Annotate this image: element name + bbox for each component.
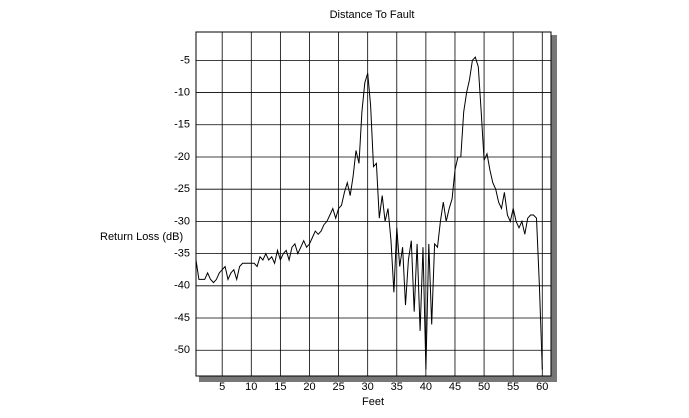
shadow-bottom	[199, 376, 557, 382]
x-tick-label: 20	[303, 381, 315, 393]
y-tick-label: -50	[174, 344, 190, 356]
shadow-right	[551, 35, 557, 382]
plot-area	[195, 31, 552, 377]
x-tick-label: 10	[245, 381, 257, 393]
y-axis-label: Return Loss (dB)	[100, 231, 183, 243]
y-tick-label: -40	[174, 280, 190, 292]
x-tick-label: 60	[536, 381, 548, 393]
x-tick-label: 55	[507, 381, 519, 393]
x-axis-label: Feet	[362, 396, 384, 408]
y-tick-label: -35	[174, 248, 190, 260]
chart-title: Distance To Fault	[330, 9, 415, 21]
y-tick-label: -10	[174, 86, 190, 98]
x-tick-label: 45	[449, 381, 461, 393]
y-tick-label: -45	[174, 312, 190, 324]
data-line	[195, 56, 543, 370]
x-tick-label: 50	[478, 381, 490, 393]
y-tick-label: -25	[174, 183, 190, 195]
x-tick-label: 40	[420, 381, 432, 393]
y-tick-label: -30	[174, 215, 190, 227]
y-tick-label: -5	[180, 54, 190, 66]
x-tick-label: 5	[219, 381, 225, 393]
x-tick-label: 30	[362, 381, 374, 393]
x-tick-label: 15	[274, 381, 286, 393]
x-tick-label: 25	[332, 381, 344, 393]
y-tick-label: -20	[174, 151, 190, 163]
y-tick-label: -15	[174, 119, 190, 131]
x-tick-label: 35	[391, 381, 403, 393]
